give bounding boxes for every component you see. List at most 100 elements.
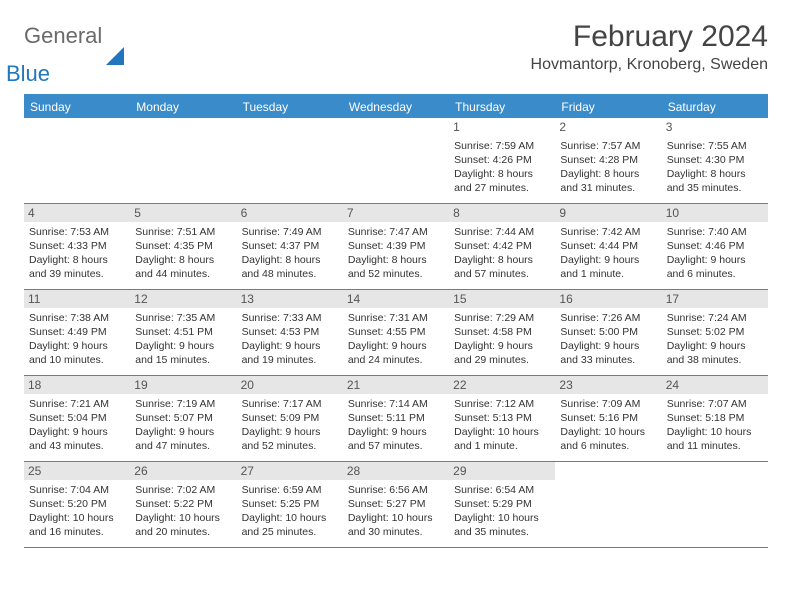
daylight-line: Daylight: 9 hours and 38 minutes. — [667, 339, 763, 367]
calendar-header-cell: Saturday — [662, 96, 768, 118]
day-number: 26 — [130, 462, 236, 480]
sunset-line: Sunset: 5:07 PM — [135, 411, 231, 425]
calendar-cell: 22Sunrise: 7:12 AMSunset: 5:13 PMDayligh… — [449, 376, 555, 462]
day-number: 19 — [130, 376, 236, 394]
calendar-header-cell: Monday — [130, 96, 236, 118]
daylight-line: Daylight: 9 hours and 15 minutes. — [135, 339, 231, 367]
sunset-line: Sunset: 5:09 PM — [242, 411, 338, 425]
calendar-cell: 10Sunrise: 7:40 AMSunset: 4:46 PMDayligh… — [662, 204, 768, 290]
daylight-line: Daylight: 9 hours and 57 minutes. — [348, 425, 444, 453]
day-number: 10 — [662, 204, 768, 222]
calendar-cell: 13Sunrise: 7:33 AMSunset: 4:53 PMDayligh… — [237, 290, 343, 376]
daylight-line: Daylight: 10 hours and 16 minutes. — [29, 511, 125, 539]
daylight-line: Daylight: 8 hours and 44 minutes. — [135, 253, 231, 281]
logo-text: General Blue — [24, 26, 102, 84]
sunset-line: Sunset: 4:44 PM — [560, 239, 656, 253]
sunset-line: Sunset: 4:37 PM — [242, 239, 338, 253]
sunrise-line: Sunrise: 6:59 AM — [242, 483, 338, 497]
daylight-line: Daylight: 10 hours and 6 minutes. — [560, 425, 656, 453]
logo-sail-icon — [106, 47, 124, 65]
daylight-line: Daylight: 8 hours and 39 minutes. — [29, 253, 125, 281]
daylight-line: Daylight: 9 hours and 10 minutes. — [29, 339, 125, 367]
sunset-line: Sunset: 4:53 PM — [242, 325, 338, 339]
daylight-line: Daylight: 9 hours and 43 minutes. — [29, 425, 125, 453]
sunset-line: Sunset: 5:04 PM — [29, 411, 125, 425]
sunrise-line: Sunrise: 7:17 AM — [242, 397, 338, 411]
calendar-cell: 20Sunrise: 7:17 AMSunset: 5:09 PMDayligh… — [237, 376, 343, 462]
sunset-line: Sunset: 5:16 PM — [560, 411, 656, 425]
daylight-line: Daylight: 10 hours and 1 minute. — [454, 425, 550, 453]
logo: General Blue — [24, 26, 124, 84]
sunrise-line: Sunrise: 7:31 AM — [348, 311, 444, 325]
day-number: 11 — [24, 290, 130, 308]
header: General Blue February 2024 Hovmantorp, K… — [24, 20, 768, 84]
sunrise-line: Sunrise: 7:19 AM — [135, 397, 231, 411]
logo-text-general: General — [24, 26, 102, 46]
sunset-line: Sunset: 5:22 PM — [135, 497, 231, 511]
day-number: 20 — [237, 376, 343, 394]
calendar-cell: 29Sunrise: 6:54 AMSunset: 5:29 PMDayligh… — [449, 462, 555, 548]
day-number: 3 — [662, 118, 768, 136]
sunrise-line: Sunrise: 7:04 AM — [29, 483, 125, 497]
sunset-line: Sunset: 5:02 PM — [667, 325, 763, 339]
sunrise-line: Sunrise: 7:47 AM — [348, 225, 444, 239]
calendar-cell — [555, 462, 661, 548]
calendar-cell: 18Sunrise: 7:21 AMSunset: 5:04 PMDayligh… — [24, 376, 130, 462]
calendar-cell: 15Sunrise: 7:29 AMSunset: 4:58 PMDayligh… — [449, 290, 555, 376]
day-number: 25 — [24, 462, 130, 480]
sunrise-line: Sunrise: 7:53 AM — [29, 225, 125, 239]
sunset-line: Sunset: 5:18 PM — [667, 411, 763, 425]
daylight-line: Daylight: 8 hours and 27 minutes. — [454, 167, 550, 195]
sunrise-line: Sunrise: 7:57 AM — [560, 139, 656, 153]
sunrise-line: Sunrise: 7:09 AM — [560, 397, 656, 411]
calendar-cell: 17Sunrise: 7:24 AMSunset: 5:02 PMDayligh… — [662, 290, 768, 376]
sunrise-line: Sunrise: 7:14 AM — [348, 397, 444, 411]
sunset-line: Sunset: 4:30 PM — [667, 153, 763, 167]
calendar-cell — [24, 118, 130, 204]
daylight-line: Daylight: 10 hours and 11 minutes. — [667, 425, 763, 453]
calendar-cell: 6Sunrise: 7:49 AMSunset: 4:37 PMDaylight… — [237, 204, 343, 290]
calendar-header-cell: Wednesday — [343, 96, 449, 118]
calendar-cell: 23Sunrise: 7:09 AMSunset: 5:16 PMDayligh… — [555, 376, 661, 462]
sunset-line: Sunset: 5:20 PM — [29, 497, 125, 511]
sunset-line: Sunset: 4:42 PM — [454, 239, 550, 253]
calendar-cell — [343, 118, 449, 204]
daylight-line: Daylight: 9 hours and 29 minutes. — [454, 339, 550, 367]
day-number: 27 — [237, 462, 343, 480]
day-number: 6 — [237, 204, 343, 222]
daylight-line: Daylight: 8 hours and 57 minutes. — [454, 253, 550, 281]
daylight-line: Daylight: 9 hours and 33 minutes. — [560, 339, 656, 367]
daylight-line: Daylight: 8 hours and 52 minutes. — [348, 253, 444, 281]
sunset-line: Sunset: 4:55 PM — [348, 325, 444, 339]
title-block: February 2024 Hovmantorp, Kronoberg, Swe… — [531, 20, 768, 74]
sunset-line: Sunset: 4:39 PM — [348, 239, 444, 253]
daylight-line: Daylight: 10 hours and 25 minutes. — [242, 511, 338, 539]
calendar-cell: 19Sunrise: 7:19 AMSunset: 5:07 PMDayligh… — [130, 376, 236, 462]
sunrise-line: Sunrise: 7:40 AM — [667, 225, 763, 239]
sunset-line: Sunset: 5:27 PM — [348, 497, 444, 511]
sunrise-line: Sunrise: 6:54 AM — [454, 483, 550, 497]
calendar-cell: 28Sunrise: 6:56 AMSunset: 5:27 PMDayligh… — [343, 462, 449, 548]
daylight-line: Daylight: 10 hours and 20 minutes. — [135, 511, 231, 539]
calendar-cell: 14Sunrise: 7:31 AMSunset: 4:55 PMDayligh… — [343, 290, 449, 376]
calendar-header-row: SundayMondayTuesdayWednesdayThursdayFrid… — [24, 96, 768, 118]
day-number: 8 — [449, 204, 555, 222]
day-number: 24 — [662, 376, 768, 394]
calendar-cell: 3Sunrise: 7:55 AMSunset: 4:30 PMDaylight… — [662, 118, 768, 204]
calendar-cell: 8Sunrise: 7:44 AMSunset: 4:42 PMDaylight… — [449, 204, 555, 290]
calendar-header-cell: Thursday — [449, 96, 555, 118]
sunset-line: Sunset: 5:29 PM — [454, 497, 550, 511]
sunrise-line: Sunrise: 7:51 AM — [135, 225, 231, 239]
sunset-line: Sunset: 5:13 PM — [454, 411, 550, 425]
sunrise-line: Sunrise: 7:26 AM — [560, 311, 656, 325]
day-number: 28 — [343, 462, 449, 480]
location-label: Hovmantorp, Kronoberg, Sweden — [531, 56, 768, 74]
sunset-line: Sunset: 4:58 PM — [454, 325, 550, 339]
day-number: 5 — [130, 204, 236, 222]
calendar-cell: 16Sunrise: 7:26 AMSunset: 5:00 PMDayligh… — [555, 290, 661, 376]
daylight-line: Daylight: 10 hours and 30 minutes. — [348, 511, 444, 539]
day-number: 14 — [343, 290, 449, 308]
calendar-header-cell: Sunday — [24, 96, 130, 118]
calendar-cell: 9Sunrise: 7:42 AMSunset: 4:44 PMDaylight… — [555, 204, 661, 290]
day-number: 4 — [24, 204, 130, 222]
